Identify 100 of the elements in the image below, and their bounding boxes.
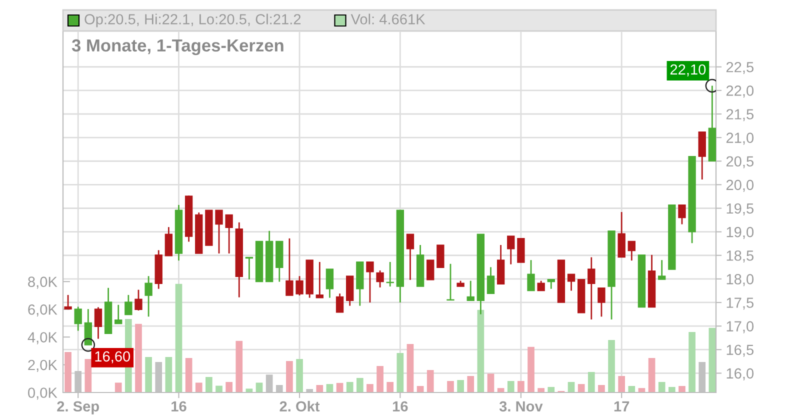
y-tick-label: 20,0: [726, 180, 754, 192]
annotation: 16,60: [95, 351, 130, 364]
candlestick: [316, 261, 324, 298]
y-tick-label: 22,5: [726, 62, 754, 74]
candlestick: [588, 256, 596, 320]
bar: [64, 352, 72, 392]
bar: [206, 376, 212, 392]
candlestick: [144, 275, 152, 318]
bar: [376, 366, 384, 392]
text: Vol: 4.661K: [350, 14, 426, 24]
candlestick: [598, 287, 606, 318]
bar: [538, 388, 544, 392]
y-tick-label: 16,0: [726, 368, 754, 380]
bar: [507, 380, 514, 392]
bar: [216, 386, 222, 392]
candlestick: [678, 204, 686, 225]
y2-tick-label: 0,0K: [28, 388, 58, 400]
candlestick: [366, 261, 374, 304]
y2-tick-label: 8,0K: [28, 276, 58, 289]
candlestick: [406, 233, 414, 281]
y-tick-label: 21,0: [726, 132, 754, 145]
bar: [366, 384, 374, 392]
candlestick: [466, 280, 474, 302]
bar: [256, 382, 263, 392]
bar: [487, 374, 494, 392]
candlestick: [74, 306, 82, 332]
bar: [588, 372, 595, 392]
y-tick-label: 19,0: [726, 226, 754, 239]
bar: [608, 340, 615, 392]
y-tick-label: 22,0: [726, 86, 754, 98]
bar: [628, 386, 636, 392]
bar: [688, 332, 696, 392]
bar: [467, 376, 474, 392]
bar: [195, 382, 202, 392]
bar: [316, 385, 324, 392]
candlestick: [225, 214, 233, 254]
x-tick-label: 3. Nov: [499, 401, 543, 412]
bar: [578, 384, 585, 392]
candlestick: [94, 306, 102, 340]
bar: [708, 328, 716, 392]
bar: [457, 380, 464, 392]
y-tick-label: 17,0: [726, 321, 754, 334]
bar: [396, 352, 404, 392]
candlestick: [164, 226, 173, 257]
bar: [326, 384, 334, 392]
annotation: 22,10: [670, 64, 706, 76]
bar: [346, 382, 354, 392]
candlestick: [326, 268, 334, 298]
y-tick-label: 21,5: [726, 109, 754, 122]
bar: [226, 382, 232, 392]
y-tick-label: 18,5: [726, 250, 754, 263]
y-tick-label: 19,5: [726, 203, 754, 216]
candlestick: [628, 240, 636, 262]
bar: [185, 358, 192, 392]
bar: [236, 340, 243, 392]
bar: [528, 346, 534, 392]
candlestick: [446, 263, 454, 301]
bar: [356, 378, 364, 392]
x-tick-label: 16: [172, 401, 186, 412]
candlestick: [134, 289, 142, 312]
bar: [135, 324, 142, 392]
bar: [406, 344, 414, 392]
y-tick-label: 16,5: [726, 344, 754, 357]
candlestick: [486, 266, 495, 294]
candlestick: [114, 304, 122, 324]
bar: [175, 284, 182, 392]
bar: [678, 386, 686, 392]
bar: [648, 358, 656, 392]
candlestick: [567, 274, 576, 292]
candlestick: [618, 211, 626, 258]
candlestick: [286, 238, 294, 296]
bar: [386, 382, 394, 392]
bar: [658, 382, 666, 392]
bar: [477, 310, 484, 392]
candlestick: [376, 270, 384, 288]
x-tick-label: 2. Okt: [280, 400, 320, 412]
candlestick: [84, 308, 92, 346]
x-tick-label: 2. Sep: [57, 401, 99, 414]
candlestick: [658, 259, 666, 280]
candlestick: [507, 235, 515, 266]
y2-tick-label: 4,0K: [28, 332, 58, 344]
candlestick: [124, 294, 132, 316]
bar: [296, 358, 303, 392]
y-tick-label: 18,0: [726, 274, 754, 286]
bar: [568, 382, 575, 392]
chart-title: 3 Monate, 1-Tages-Kerzen: [72, 39, 284, 56]
y-tick-label: 20,5: [726, 156, 754, 168]
candlestick: [215, 209, 223, 254]
candlestick: [436, 244, 444, 268]
x-tick-label: 17: [614, 401, 630, 412]
bar: [518, 380, 524, 392]
y2-tick-label: 6,0K: [28, 304, 58, 316]
bar: [286, 361, 293, 392]
bar: [426, 370, 434, 392]
bar: [114, 382, 122, 392]
bar: [447, 380, 454, 392]
x-tick-label: 16: [392, 401, 408, 412]
text: Op:20.5, Hi:22.1, Lo:20.5, Cl:21.2: [84, 14, 301, 28]
candlestick: [336, 292, 344, 314]
bar: [548, 386, 555, 392]
